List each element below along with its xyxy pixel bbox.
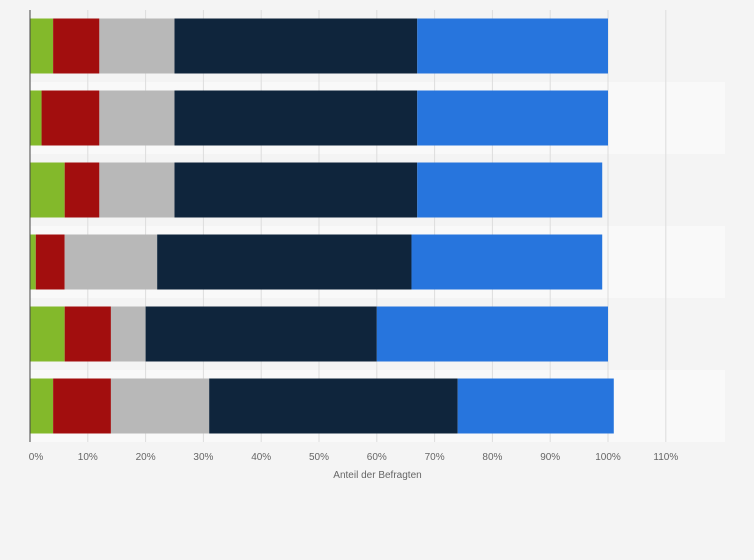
bar-segment (64, 162, 100, 218)
bar-segment (411, 234, 603, 290)
bar-segment (64, 234, 158, 290)
bar-segment (457, 378, 614, 434)
bar-segment (64, 306, 111, 362)
x-tick-label: 50% (309, 452, 329, 463)
bar-segment (30, 378, 54, 434)
x-tick-label: 20% (136, 452, 156, 463)
bar-segment (99, 162, 175, 218)
x-tick-label: 10% (78, 452, 98, 463)
x-tick-label: 70% (425, 452, 445, 463)
bar-segment (417, 90, 608, 146)
x-tick-label: 30% (193, 452, 213, 463)
bar-segment (145, 306, 377, 362)
bar-segment (53, 378, 111, 434)
bar-segment (35, 234, 65, 290)
bar-segment (99, 18, 175, 74)
bars (30, 18, 614, 434)
bar-segment (209, 378, 458, 434)
x-tick-label: 40% (251, 452, 271, 463)
bar-segment (174, 18, 418, 74)
bar-segment (30, 90, 42, 146)
gridlines (87, 10, 667, 442)
bar-segment (99, 90, 175, 146)
bar-segment (30, 234, 36, 290)
x-tick-label: 100% (595, 452, 621, 463)
x-axis-title: Anteil der Befragten (333, 470, 421, 481)
x-tick-label: 90% (540, 452, 560, 463)
bar-segment (30, 18, 54, 74)
bar-segment (110, 378, 210, 434)
bar-segment (41, 90, 100, 146)
bar-segment (30, 306, 65, 362)
bar-segment (110, 306, 146, 362)
row-bands (30, 10, 725, 442)
x-tick-labels: 0% 10% 20% 30% 40% 50% 60% 70% 80% 90% 100% 110% (29, 452, 679, 463)
bar-segment (174, 162, 418, 218)
bar-segment (30, 162, 65, 218)
x-tick-label: 80% (482, 452, 502, 463)
bar-segment (417, 162, 603, 218)
bar-segment (417, 18, 608, 74)
x-tick-label: 60% (367, 452, 387, 463)
bar-segment (376, 306, 608, 362)
x-tick-label: 110% (653, 452, 678, 463)
bar-segment (174, 90, 418, 146)
bar-segment (53, 18, 100, 74)
x-tick-label: 0% (29, 452, 44, 463)
bar-segment (157, 234, 412, 290)
